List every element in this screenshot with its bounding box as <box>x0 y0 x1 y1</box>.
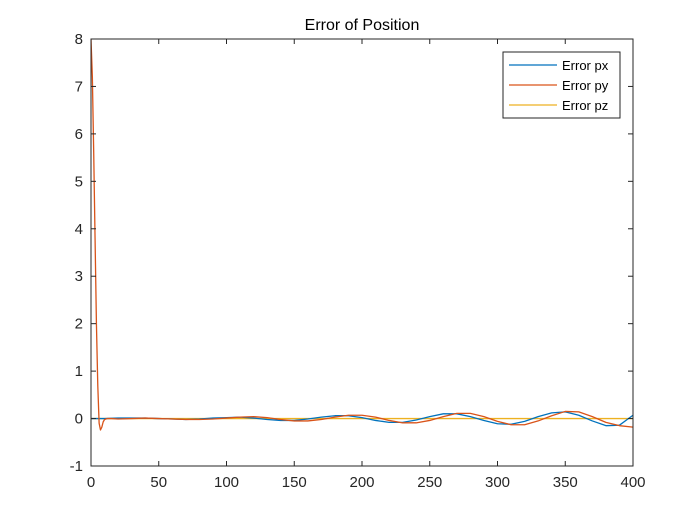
series-line-2 <box>91 39 633 431</box>
x-tick-label: 0 <box>87 474 95 491</box>
chart-title: Error of Position <box>305 17 420 34</box>
y-tick-label: 3 <box>75 268 83 285</box>
x-tick-label: 300 <box>485 474 510 491</box>
legend: Error px Error py Error pz <box>502 51 621 119</box>
x-tick-label: 250 <box>417 474 442 491</box>
y-tick-label: 5 <box>75 173 83 190</box>
x-tick-label: 400 <box>620 474 645 491</box>
y-tick-label: -1 <box>70 458 83 475</box>
y-tick-label: 2 <box>75 316 83 333</box>
legend-label: Error py <box>562 78 609 93</box>
x-tick-label: 150 <box>282 474 307 491</box>
x-tick-label: 350 <box>553 474 578 491</box>
x-tick-label: 100 <box>214 474 239 491</box>
legend-label: Error px <box>562 58 609 73</box>
x-tick-label: 50 <box>150 474 167 491</box>
y-tick-label: 7 <box>75 78 83 95</box>
y-tick-label: 0 <box>75 411 83 428</box>
legend-label: Error pz <box>562 98 608 113</box>
y-tick-label: 4 <box>75 221 83 238</box>
x-tick-label: 200 <box>349 474 374 491</box>
plot-area <box>91 39 633 431</box>
y-tick-label: 6 <box>75 126 83 143</box>
y-tick-label: 1 <box>75 363 83 380</box>
y-tick-label: 8 <box>75 31 83 48</box>
